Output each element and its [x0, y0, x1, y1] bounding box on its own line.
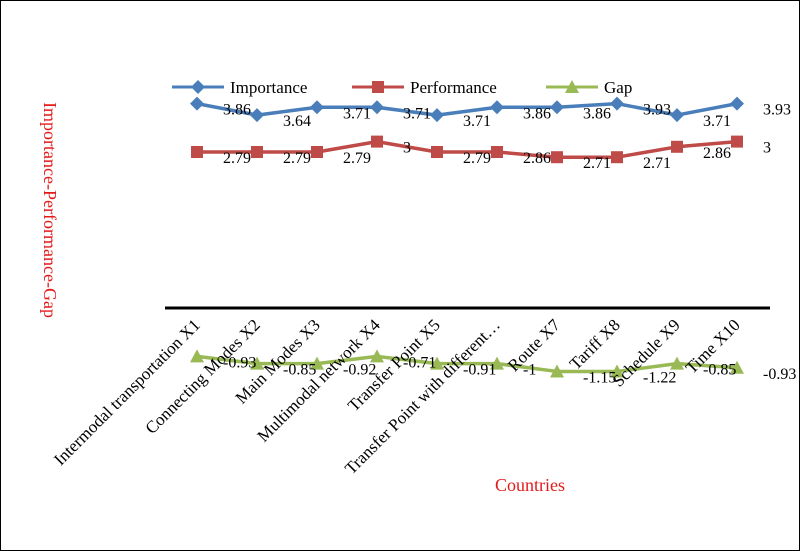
data-label-performance-7: 2.71	[583, 155, 611, 172]
data-label-gap-6: -1	[523, 362, 536, 379]
data-label-performance-9: 2.86	[703, 145, 731, 162]
data-label-performance-4: 3	[403, 140, 411, 157]
legend-label-performance: Performance	[410, 78, 497, 97]
point-importance-6	[490, 100, 504, 115]
point-performance-6	[491, 146, 503, 158]
legend-label-gap: Gap	[604, 78, 632, 97]
data-label-gap-5: -0.91	[463, 362, 496, 379]
point-importance-1	[190, 96, 204, 111]
point-performance-7	[551, 151, 563, 164]
point-importance-4	[370, 100, 384, 115]
data-label-importance-6: 3.86	[523, 105, 551, 122]
data-label-importance-4: 3.71	[403, 105, 431, 122]
point-gap-4	[370, 349, 384, 363]
legend-marker-performance	[372, 81, 384, 93]
data-label-gap-4: -0.71	[403, 354, 436, 371]
data-label-gap-2: -0.85	[283, 362, 316, 379]
data-label-importance-5: 3.71	[463, 113, 491, 130]
data-label-performance-2: 2.79	[283, 150, 311, 167]
point-performance-2	[251, 146, 263, 158]
data-label-gap-3: -0.92	[343, 362, 376, 379]
data-label-performance-1: 2.79	[223, 150, 251, 167]
point-importance-10	[730, 96, 744, 111]
point-importance-2	[250, 108, 264, 123]
data-label-performance-5: 2.79	[463, 150, 491, 167]
data-label-importance-10: 3.93	[763, 102, 791, 119]
data-label-gap-1: -0.93	[223, 354, 256, 371]
legend-label-importance: Importance	[230, 78, 307, 97]
point-gap-5	[430, 356, 444, 370]
data-label-performance-6: 2.86	[523, 150, 551, 167]
point-gap-1	[190, 349, 204, 363]
point-importance-5	[430, 108, 444, 123]
point-gap-8	[610, 364, 624, 378]
data-label-importance-1: 3.86	[223, 102, 251, 119]
point-importance-9	[670, 108, 684, 123]
series-line-performance	[197, 139, 738, 159]
series-line-importance	[196, 101, 738, 117]
series-line-gap	[196, 354, 738, 374]
legend-marker-importance	[191, 80, 205, 94]
data-label-importance-2: 3.64	[283, 113, 311, 130]
point-gap-10	[730, 360, 744, 374]
point-performance-4	[371, 135, 383, 148]
point-performance-1	[191, 146, 203, 158]
data-label-importance-8: 3.93	[643, 102, 671, 119]
legend: Importance Performance Gap	[172, 78, 632, 97]
data-label-importance-3: 3.71	[343, 105, 371, 122]
data-label-gap-10: -0.93	[763, 366, 796, 383]
point-importance-8	[610, 96, 624, 111]
y-axis-title: Importance-Performance-Gap	[40, 102, 60, 318]
point-gap-7	[550, 364, 564, 378]
data-label-performance-8: 2.71	[643, 155, 671, 172]
point-gap-6	[490, 356, 504, 370]
point-performance-10	[731, 135, 743, 148]
point-gap-9	[670, 356, 684, 370]
data-label-gap-7: -1.15	[583, 369, 616, 386]
data-label-performance-10: 3	[763, 140, 771, 157]
data-label-gap-8: -1.22	[643, 369, 676, 386]
data-label-performance-3: 2.79	[343, 150, 371, 167]
x-axis-title: Countries	[495, 475, 565, 495]
point-performance-8	[611, 151, 623, 164]
series-layer: 3.86 3.64 3.71 3.71 3.71 3.86 3.86 3.93 3.71 3.93…	[190, 96, 796, 386]
data-label-importance-7: 3.86	[583, 105, 611, 122]
point-gap-3	[310, 356, 324, 370]
point-importance-3	[310, 100, 324, 115]
data-label-gap-9: -0.85	[703, 362, 736, 379]
point-gap-2	[250, 356, 264, 370]
point-performance-5	[431, 146, 443, 158]
point-importance-7	[550, 100, 564, 115]
data-label-importance-9: 3.71	[703, 113, 731, 130]
legend-marker-gap	[565, 80, 579, 93]
point-performance-3	[311, 146, 323, 158]
point-performance-9	[671, 140, 683, 153]
